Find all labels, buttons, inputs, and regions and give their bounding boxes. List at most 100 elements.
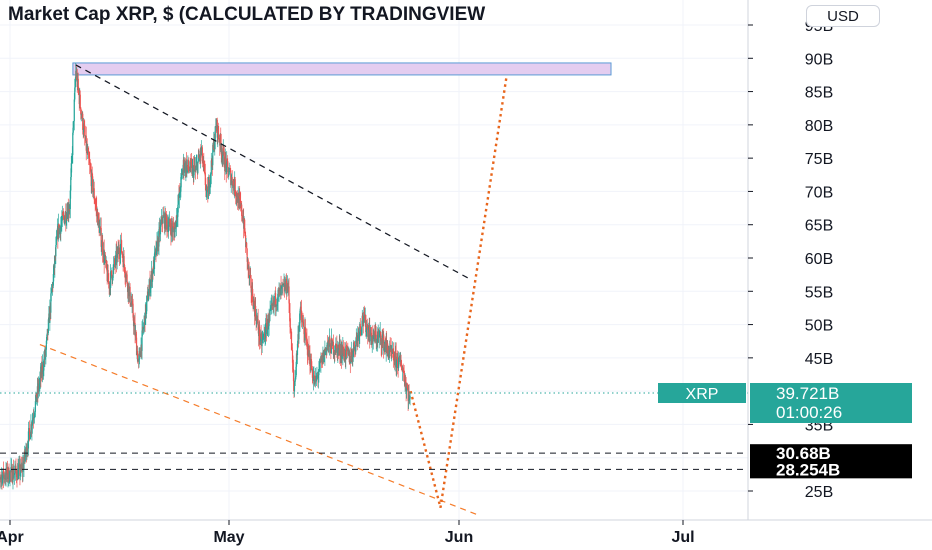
last-price-label-box — [750, 383, 912, 424]
candle-body — [378, 335, 380, 338]
candle-body — [267, 326, 270, 329]
candle-body — [329, 343, 331, 353]
candle-body — [55, 239, 57, 246]
candle-body — [83, 126, 85, 129]
x-tick-label: May — [213, 529, 244, 546]
candle-body — [247, 259, 249, 269]
candle-body — [246, 248, 248, 262]
candle-body — [280, 286, 283, 289]
candle-body — [170, 223, 173, 236]
candle-body — [52, 274, 54, 286]
candle-body — [231, 177, 233, 185]
candle-body — [178, 188, 181, 198]
candle-body — [406, 386, 408, 392]
candle-body — [6, 467, 9, 479]
candle-body — [228, 174, 230, 177]
candle-body — [19, 473, 22, 476]
candle-body — [45, 349, 47, 355]
candle-body — [172, 226, 174, 233]
candle-body — [145, 302, 148, 314]
candle-body — [14, 470, 16, 474]
candle-body — [311, 368, 313, 370]
candle-body — [331, 338, 333, 340]
candle-body — [8, 467, 10, 482]
candle-body — [183, 159, 185, 172]
candle-body — [49, 305, 51, 323]
candle-body — [80, 107, 82, 115]
candle-body — [344, 349, 346, 359]
candle-body — [302, 321, 304, 323]
candle-body — [56, 237, 58, 240]
candle-body — [345, 346, 347, 360]
candle-body — [47, 319, 49, 334]
candle-body — [154, 252, 156, 254]
candle-body — [13, 475, 15, 478]
candle-body — [360, 328, 362, 332]
candle-body — [398, 355, 400, 358]
candle-body — [381, 338, 383, 348]
candle-body — [15, 465, 17, 472]
candle-body — [91, 172, 93, 177]
candle-body — [291, 350, 294, 363]
candle-body — [393, 360, 395, 362]
currency-button[interactable]: USD — [806, 5, 880, 27]
candle-body — [287, 283, 289, 288]
candle-body — [240, 201, 242, 207]
candle-body — [274, 293, 277, 307]
candle-body — [261, 339, 263, 347]
candle-body — [132, 317, 135, 327]
candle-body — [78, 88, 80, 93]
candle-body — [289, 313, 291, 328]
candle-body — [149, 286, 152, 293]
candle-body — [366, 325, 368, 327]
candle-body — [169, 226, 172, 230]
candle-body — [282, 284, 285, 286]
candles — [0, 62, 411, 490]
candle-body — [173, 226, 175, 231]
candle-body — [365, 314, 367, 333]
candle-body — [162, 215, 165, 217]
candle-body — [355, 336, 357, 341]
candle-body — [31, 425, 33, 430]
candle-body — [383, 344, 385, 351]
candle-body — [135, 337, 138, 356]
candle-body — [96, 206, 98, 213]
candle-body — [238, 196, 240, 209]
candle-body — [351, 352, 353, 355]
candle-body — [42, 364, 44, 372]
candle-body — [143, 322, 145, 328]
candle-body — [72, 132, 74, 156]
candle-body — [392, 351, 394, 354]
candle-body — [26, 448, 29, 452]
candle-body — [124, 273, 126, 278]
candle-body — [27, 448, 29, 450]
candle-body — [115, 255, 117, 265]
candle-body — [228, 170, 230, 175]
y-tick-label: 70B — [805, 184, 833, 201]
candle-body — [382, 338, 384, 340]
candle-body — [350, 352, 352, 362]
candle-body — [104, 258, 106, 264]
candle-body — [129, 286, 131, 304]
candle-body — [294, 376, 297, 379]
candle-body — [113, 264, 115, 267]
candle-body — [65, 220, 67, 223]
candle-body — [39, 378, 41, 384]
candle-body — [112, 277, 114, 281]
candle-body — [259, 326, 261, 341]
candle-body — [183, 169, 185, 172]
candle-body — [189, 169, 191, 171]
candle-body — [51, 289, 53, 292]
candle-body — [165, 214, 168, 221]
candle-body — [20, 464, 23, 470]
candle-body — [161, 222, 164, 224]
candle-body — [209, 186, 211, 190]
candle-body — [50, 291, 52, 294]
candle-body — [327, 342, 329, 346]
candle-body — [176, 215, 178, 218]
candle-body — [241, 216, 243, 218]
candle-body — [296, 343, 299, 356]
candle-body — [60, 225, 62, 234]
candle-body — [394, 351, 396, 366]
candle-body — [295, 366, 297, 377]
